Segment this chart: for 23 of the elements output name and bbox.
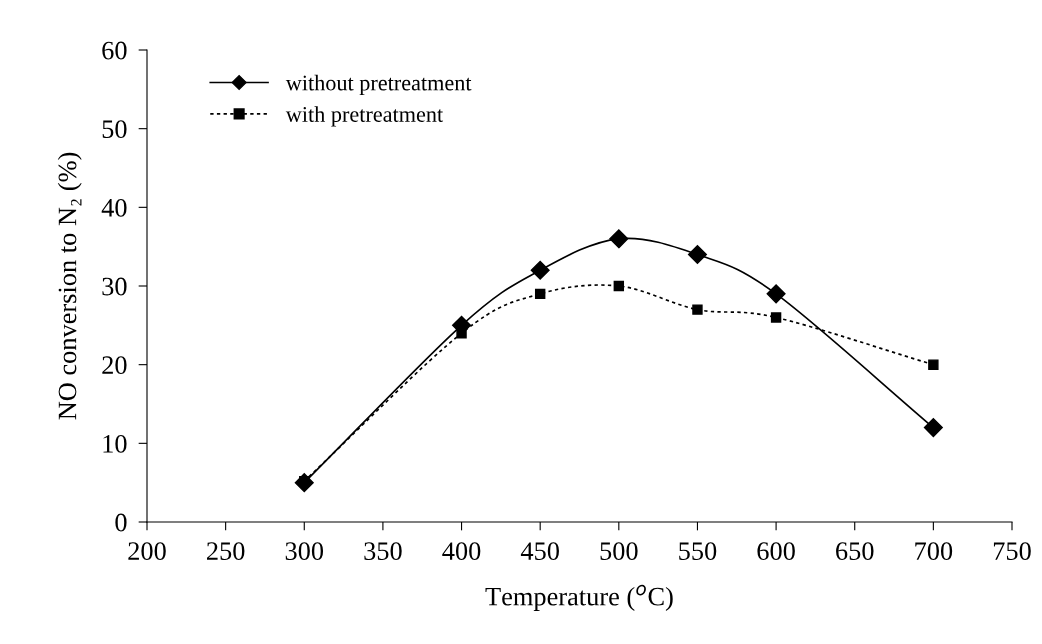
x-tick-label: 300 [285,542,324,561]
y-tick-label: 0 [115,513,127,532]
legend-label: without pretreatment [285,74,472,96]
y-tick-label: 60 [102,41,127,60]
x-tick-label: 700 [915,542,953,561]
y-tick-label: 30 [102,277,127,296]
x-tick-label: 650 [836,542,874,561]
x-tick-label: 200 [128,542,166,561]
x-tick-label: 350 [364,542,402,561]
x-axis-title: Temperature ($^{o}$C) [485,584,673,611]
y-tick-label: 50 [102,120,127,139]
x-tick-label: 550 [679,542,717,561]
y-tick-label: 20 [102,356,127,375]
y-axis-title: NO conversion to N₂ (%) [57,152,82,420]
y-tick-label: 40 [101,198,127,217]
x-tick-label: 400 [442,542,481,561]
x-tick-label: 450 [520,542,559,561]
x-tick-label: 250 [207,542,245,561]
x-tick-label: 500 [600,542,638,561]
legend-label: with pretreatment [285,106,444,127]
x-tick-label: 600 [757,542,795,561]
x-tick-label: 750 [993,542,1031,561]
y-tick-label: 10 [103,434,127,453]
